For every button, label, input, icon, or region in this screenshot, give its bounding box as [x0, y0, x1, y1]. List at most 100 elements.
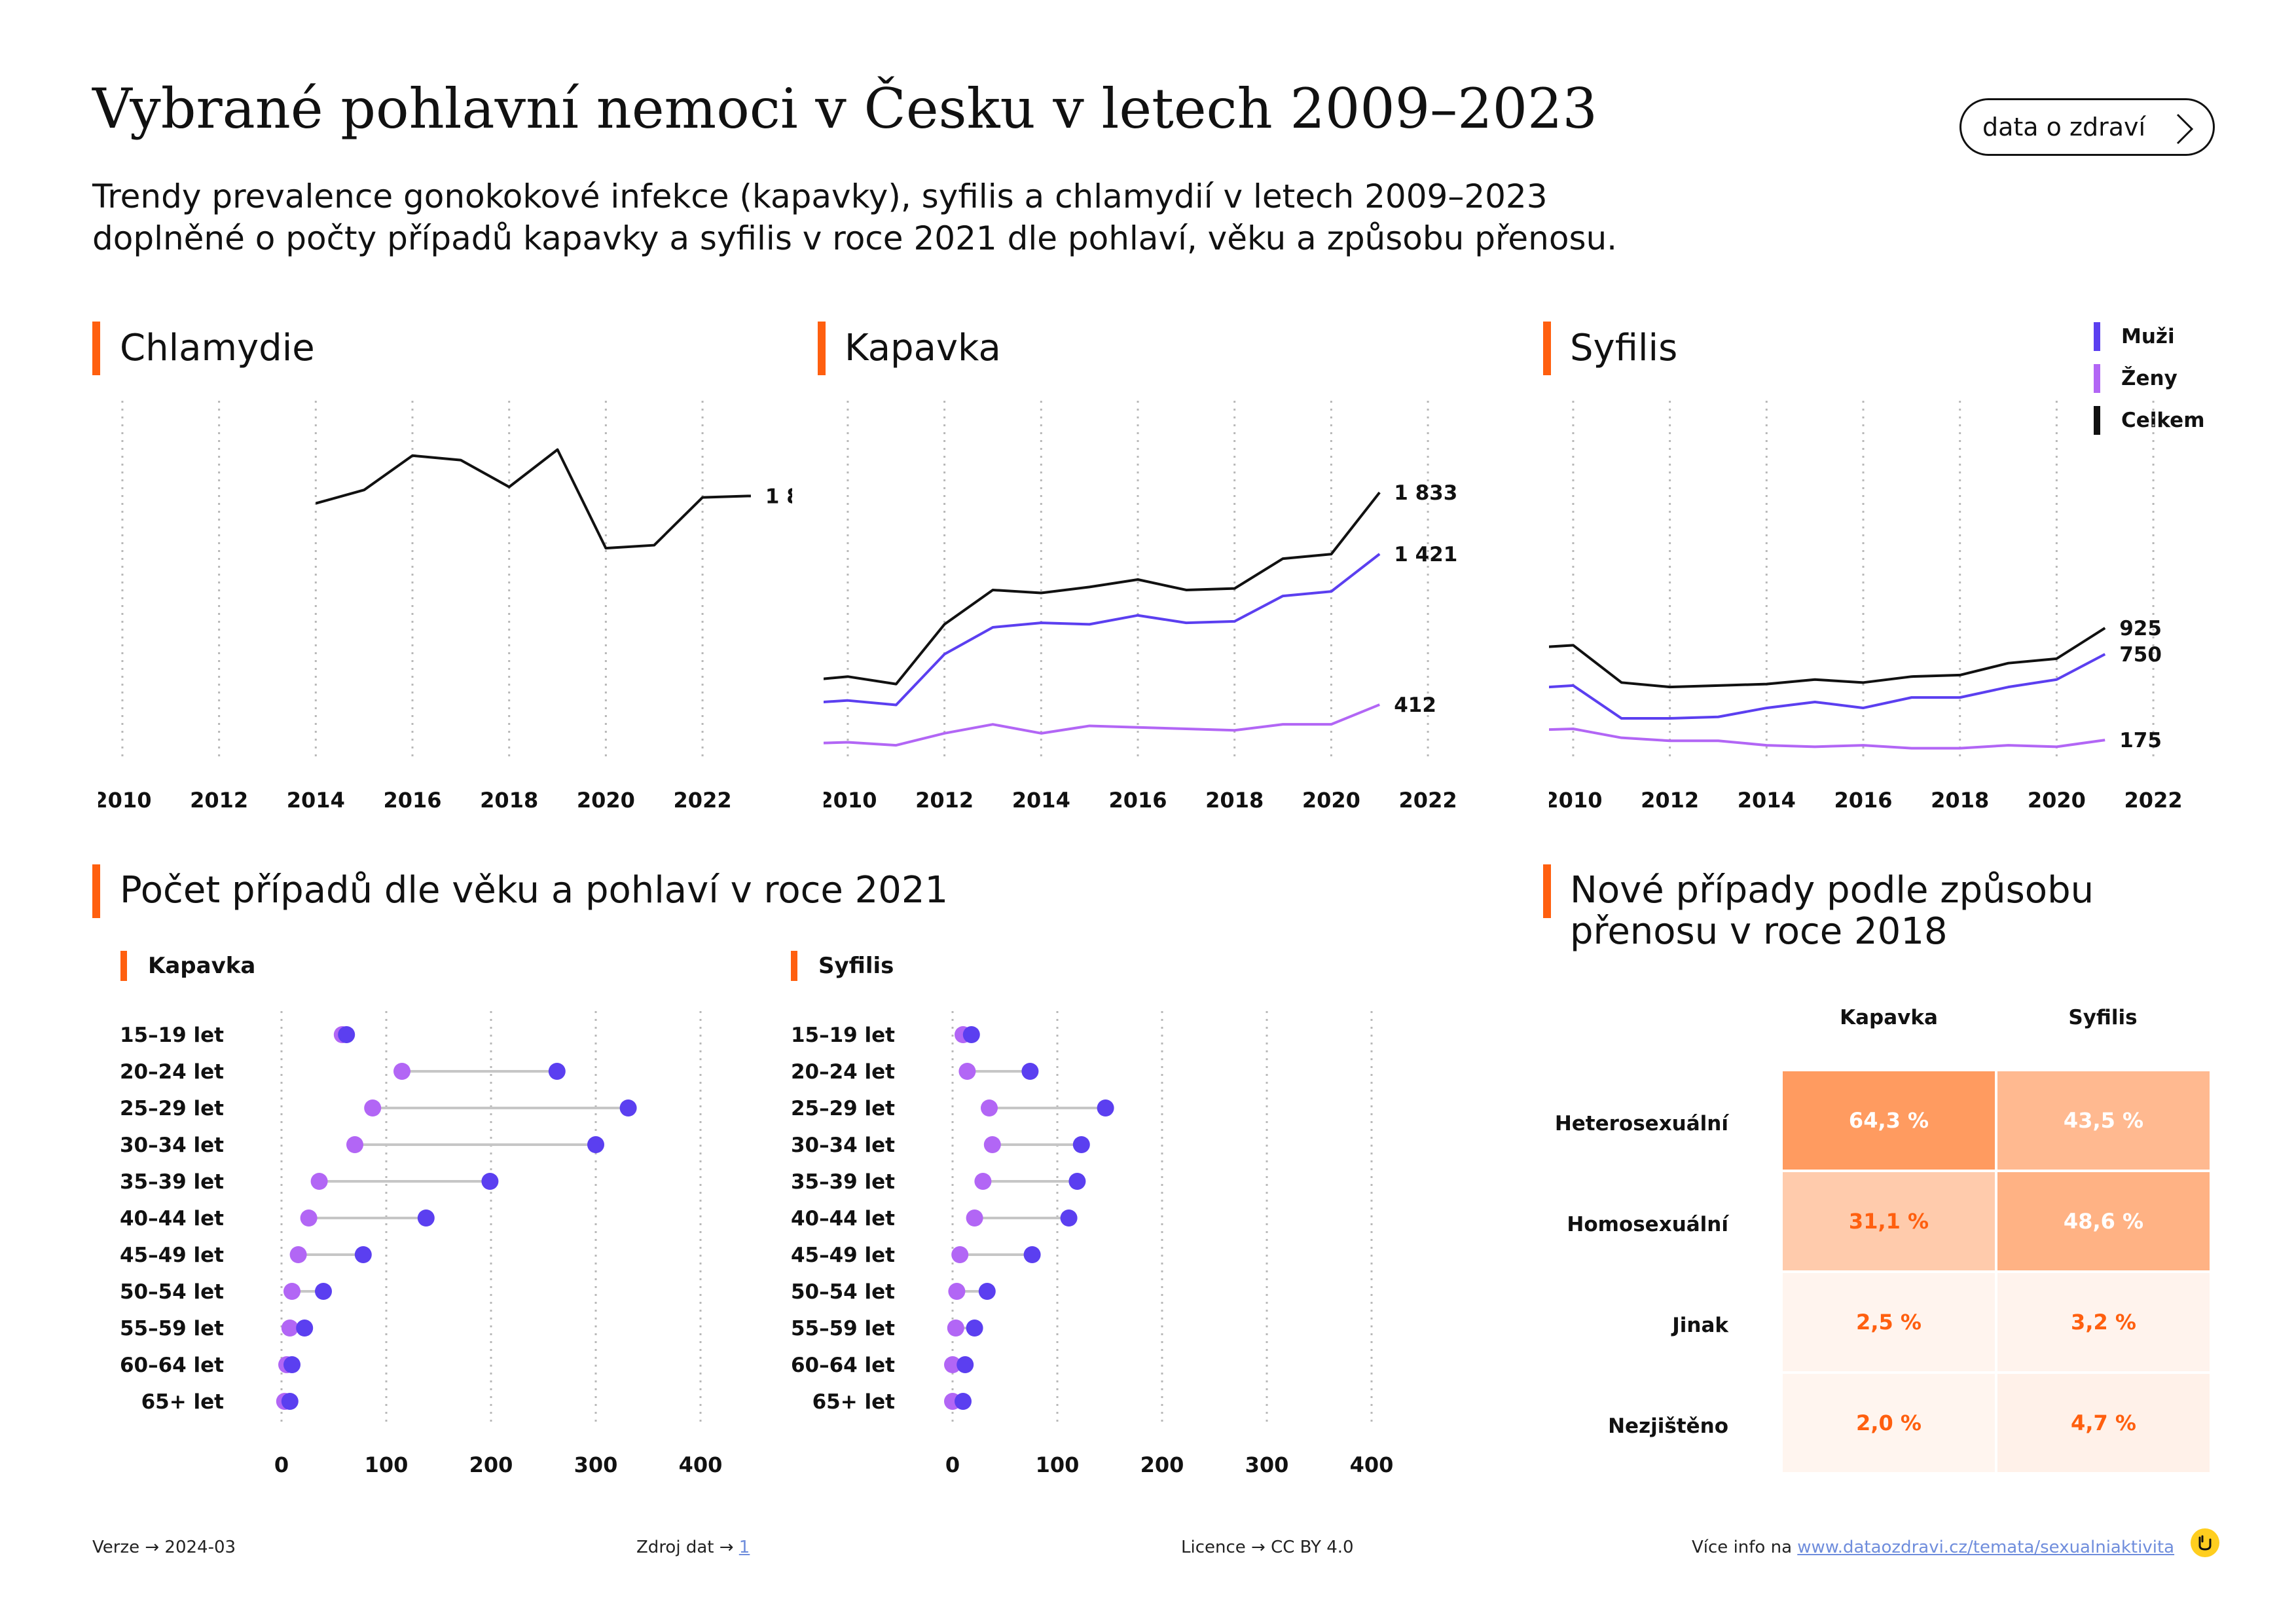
heatmap-cell: 48,6 %	[1997, 1172, 2210, 1270]
heatmap-cell: 2,5 %	[1783, 1273, 1995, 1371]
legend-swatch-celkem	[2094, 406, 2100, 435]
syfilis-title: Syfilis	[1570, 327, 1678, 369]
dot-muzi	[955, 1393, 972, 1410]
x-tick-label: 100	[365, 1452, 409, 1477]
end-value-label: 1 421	[1394, 543, 1457, 566]
badge-label: data o zdraví	[1982, 113, 2146, 141]
dot-zeny	[346, 1136, 363, 1153]
kapavka-age-accent-bar	[120, 951, 127, 981]
age-category-label: 45–49 let	[791, 1244, 895, 1267]
age-category-label: 15–19 let	[791, 1024, 895, 1047]
series-line-celkem	[824, 491, 1381, 686]
x-tick-label: 2010	[98, 788, 151, 813]
dot-muzi	[1023, 1246, 1041, 1263]
series-line-muži	[824, 553, 1381, 707]
age-category-label: 65+ let	[141, 1390, 225, 1414]
end-value-label: 175	[2119, 729, 2162, 752]
dot-muzi	[354, 1246, 372, 1263]
heatmap-cell: 4,7 %	[1997, 1374, 2210, 1472]
dot-zeny	[300, 1209, 318, 1227]
dot-muzi	[1060, 1209, 1078, 1227]
syfilis-age-title: Syfilis	[818, 953, 894, 979]
legend: Muži Ženy Celkem	[2094, 322, 2205, 435]
syfilis-accent-bar	[1543, 322, 1551, 375]
footer-source-link[interactable]: 1	[738, 1538, 750, 1557]
heatmap-cell: 43,5 %	[1997, 1071, 2210, 1170]
transmission-title-line-1: Nové případy podle způsobu	[1570, 869, 2094, 912]
dot-zeny	[944, 1356, 961, 1373]
legend-swatch-zeny	[2094, 364, 2100, 393]
age-section-title: Počet případů dle věku a pohlaví v roce …	[120, 869, 949, 912]
kapavka-accent-bar	[818, 322, 826, 375]
chevron-right-icon	[2176, 113, 2194, 145]
age-category-label: 30–34 let	[120, 1134, 224, 1157]
x-tick-label: 2014	[1012, 788, 1070, 813]
x-tick-label: 2010	[824, 788, 877, 813]
legend-label-zeny: Ženy	[2121, 367, 2178, 390]
x-tick-label: 2012	[190, 788, 248, 813]
age-category-label: 25–29 let	[791, 1097, 895, 1120]
footer-more-info: Více info na www.dataozdravi.cz/temata/s…	[1692, 1538, 2174, 1557]
x-tick-label: 2022	[2124, 788, 2183, 813]
dot-muzi	[978, 1283, 996, 1300]
x-tick-label: 2016	[383, 788, 441, 813]
x-tick-label: 2018	[480, 788, 538, 813]
transmission-row-nezjisteno: Nezjištěno	[1608, 1414, 1728, 1438]
age-category-label: 40–44 let	[120, 1207, 224, 1230]
transmission-title-line-2: přenosu v roce 2018	[1570, 910, 1948, 953]
dot-zeny	[283, 1283, 301, 1300]
dot-muzi	[315, 1283, 332, 1300]
age-category-label: 55–59 let	[120, 1317, 224, 1340]
legend-label-muzi: Muži	[2121, 325, 2175, 348]
x-tick-label: 0	[274, 1452, 289, 1477]
dot-zeny	[948, 1283, 966, 1300]
dot-zeny	[310, 1173, 328, 1190]
age-category-label: 55–59 let	[791, 1317, 895, 1340]
page-subtitle-line-1: Trendy prevalence gonokokové infekce (ka…	[92, 177, 1548, 215]
kapavka-age-title: Kapavka	[148, 953, 256, 979]
dot-muzi	[619, 1099, 637, 1116]
dot-muzi	[338, 1026, 355, 1043]
dot-zeny	[281, 1320, 299, 1337]
legend-swatch-muzi	[2094, 322, 2100, 351]
x-tick-label: 400	[1350, 1452, 1394, 1477]
dot-zeny	[966, 1209, 983, 1227]
end-value-label: 412	[1394, 693, 1436, 717]
x-tick-label: 300	[1245, 1452, 1289, 1477]
syfilis-line-chart: 2010 2012 2014 2016 2018 2020 2022 925 750 175	[1549, 401, 2183, 813]
x-tick-label: 2012	[1641, 788, 1699, 813]
chlamydie-title: Chlamydie	[120, 327, 315, 369]
x-tick-label: 2022	[674, 788, 732, 813]
end-value-label: 1 833	[1394, 481, 1457, 505]
brand-logo-icon	[2191, 1528, 2219, 1557]
dot-muzi	[1097, 1099, 1114, 1116]
syfilis-age-dumbbell-chart: 0 100 200 300 400 15–19 let 20–24 let 25–29 let…	[791, 1011, 1394, 1477]
age-category-label: 20–24 let	[120, 1060, 224, 1084]
data-o-zdravi-button[interactable]: data o zdraví	[1959, 98, 2215, 156]
x-tick-label: 400	[679, 1452, 723, 1477]
dot-muzi	[281, 1393, 299, 1410]
footer-more-link[interactable]: www.dataozdravi.cz/temata/sexualniaktivi…	[1797, 1538, 2175, 1557]
x-tick-label: 2018	[1931, 788, 1989, 813]
age-category-label: 45–49 let	[120, 1244, 224, 1267]
series-line-celkem	[1549, 627, 2106, 689]
x-tick-label: 2022	[1399, 788, 1457, 813]
age-category-label: 30–34 let	[791, 1134, 895, 1157]
dot-zeny	[393, 1063, 410, 1080]
dot-muzi	[1072, 1136, 1090, 1153]
syfilis-age-accent-bar	[791, 951, 797, 981]
age-category-label: 65+ let	[812, 1390, 896, 1414]
transmission-row-jinak: Jinak	[1672, 1314, 1728, 1337]
dot-muzi	[957, 1356, 974, 1373]
age-category-label: 50–54 let	[791, 1280, 895, 1304]
dot-muzi	[587, 1136, 604, 1153]
series-line-muži	[1549, 653, 2106, 720]
x-tick-label: 2010	[1549, 788, 1602, 813]
transmission-heatmap: 64,3 % 43,5 % 31,1 % 48,6 % 2,5 % 3,2 % …	[1783, 1071, 2211, 1472]
x-tick-label: 2020	[1302, 788, 1360, 813]
legend-item-zeny: Ženy	[2094, 364, 2205, 393]
end-value-label: 750	[2119, 643, 2162, 667]
x-tick-label: 2020	[2028, 788, 2086, 813]
heatmap-cell: 3,2 %	[1997, 1273, 2210, 1371]
